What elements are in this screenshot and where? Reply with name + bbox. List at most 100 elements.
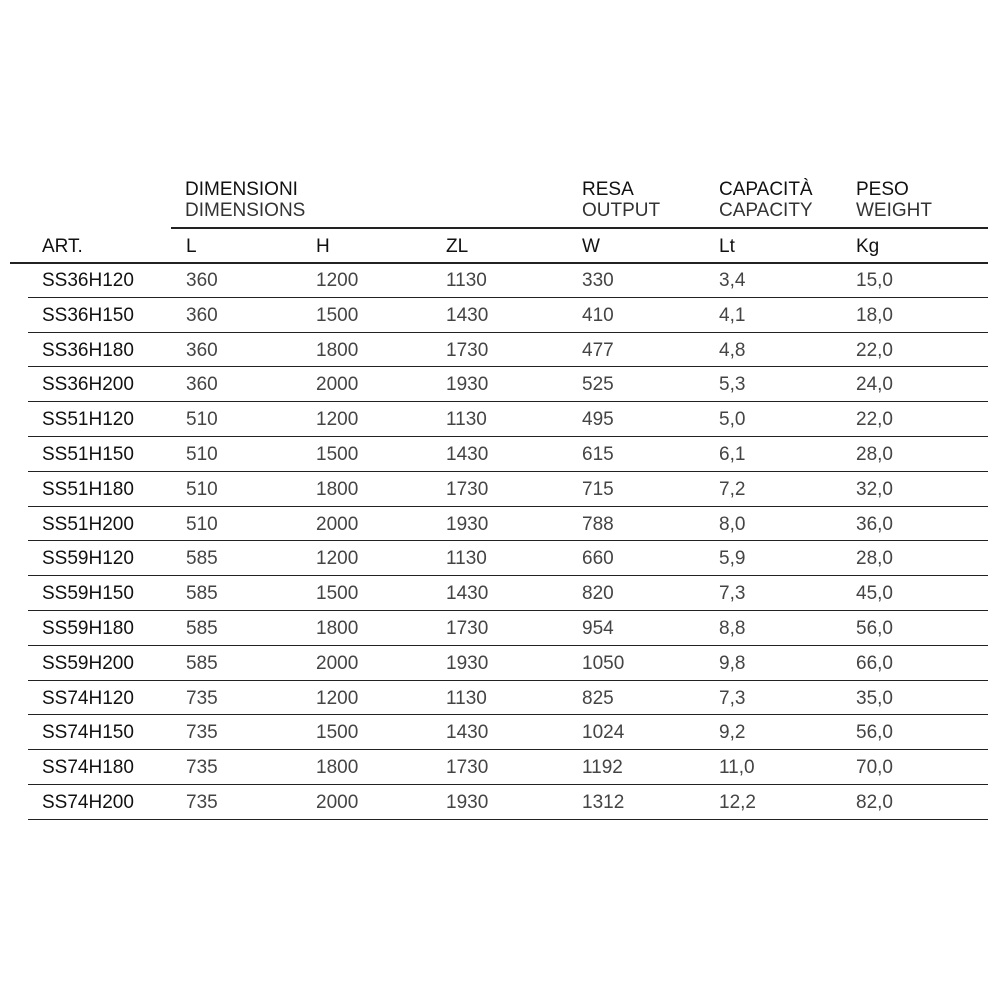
cell-h: 1200 [316,687,359,709]
cell-h: 2000 [316,374,359,396]
cell-w: 820 [582,583,614,605]
cell-w: 410 [582,304,614,326]
cell-w: 477 [582,339,614,361]
cell-h: 2000 [316,513,359,535]
cell-kg: 35,0 [856,687,893,709]
unit-w: W [582,236,600,257]
header-peso: PESO [856,179,909,200]
cell-art: SS74H120 [42,687,134,709]
cell-art: SS59H200 [42,652,134,674]
cell-l: 360 [186,304,218,326]
cell-h: 1800 [316,757,359,779]
cell-kg: 82,0 [856,792,893,813]
cell-kg: 28,0 [856,444,893,465]
cell-zl: 1730 [446,339,489,361]
header-dimensioni: DIMENSIONI [185,179,298,200]
table-row: SS36H150 360 1500 1430 410 4,1 18,0 [28,298,988,333]
cell-zl: 1130 [446,548,487,570]
table-row: SS36H120 360 1200 1130 330 3,4 15,0 [28,263,988,298]
table-row: SS74H200 735 2000 1930 1312 12,2 82,0 [28,785,988,820]
cell-lt: 5,0 [719,409,746,431]
cell-art: SS74H200 [42,792,134,813]
cell-l: 585 [186,652,218,674]
unit-l: L [186,236,197,257]
cell-zl: 1930 [446,792,489,813]
cell-lt: 7,2 [719,478,746,500]
table-row: SS51H180 510 1800 1730 715 7,2 32,0 [28,472,988,507]
cell-w: 1312 [582,792,625,813]
cell-l: 735 [186,757,218,779]
cell-lt: 11,0 [719,757,755,779]
cell-zl: 1930 [446,652,489,674]
cell-kg: 22,0 [856,339,893,361]
cell-kg: 66,0 [856,652,893,674]
cell-h: 2000 [316,652,359,674]
cell-art: SS51H180 [42,478,134,500]
header-resa: RESA [582,179,634,200]
cell-l: 510 [186,513,218,535]
table-row: SS74H180 735 1800 1730 1192 11,0 70,0 [28,750,988,785]
cell-kg: 56,0 [856,722,893,744]
cell-kg: 15,0 [856,270,893,291]
unit-h: H [316,236,330,257]
cell-lt: 3,4 [719,270,746,291]
table-row: SS51H150 510 1500 1430 615 6,1 28,0 [28,437,988,472]
cell-lt: 8,0 [719,513,746,535]
cell-art: SS36H180 [42,339,134,361]
cell-w: 1050 [582,652,625,674]
cell-h: 1500 [316,304,359,326]
cell-kg: 28,0 [856,548,893,570]
cell-art: SS51H200 [42,513,134,535]
cell-h: 1200 [316,409,359,431]
cell-l: 510 [186,409,218,431]
cell-zl: 1730 [446,618,489,639]
cell-h: 1200 [316,270,359,291]
table-row: SS36H180 360 1800 1730 477 4,8 22,0 [28,333,988,368]
cell-kg: 24,0 [856,374,893,396]
cell-l: 360 [186,339,218,361]
header-dimensions: DIMENSIONS [185,200,306,221]
cell-l: 735 [186,792,218,813]
cell-h: 1500 [316,583,359,605]
cell-l: 585 [186,583,218,605]
table-row: SS59H200 585 2000 1930 1050 9,8 66,0 [28,646,988,681]
cell-art: SS51H120 [42,409,134,431]
header-weight: WEIGHT [856,200,932,221]
cell-lt: 4,8 [719,339,746,361]
cell-w: 1192 [582,757,623,779]
cell-w: 495 [582,409,614,431]
cell-zl: 1430 [446,444,489,465]
cell-kg: 45,0 [856,583,893,605]
cell-lt: 8,8 [719,618,746,639]
cell-l: 360 [186,374,218,396]
cell-w: 715 [582,478,614,500]
cell-l: 585 [186,618,218,639]
table-row: SS74H120 735 1200 1130 825 7,3 35,0 [28,681,988,716]
cell-l: 510 [186,478,218,500]
table-row: SS36H200 360 2000 1930 525 5,3 24,0 [28,367,988,403]
cell-kg: 56,0 [856,618,893,639]
table-row: SS74H150 735 1500 1430 1024 9,2 56,0 [28,715,988,751]
cell-w: 660 [582,548,614,570]
cell-h: 1500 [316,722,359,744]
cell-zl: 1930 [446,513,489,535]
cell-lt: 12,2 [719,792,756,813]
header-capacita: CAPACITÀ [719,179,813,200]
cell-art: SS74H150 [42,722,134,744]
cell-h: 1800 [316,618,359,639]
cell-zl: 1730 [446,478,489,500]
cell-zl: 1130 [446,270,487,291]
cell-kg: 70,0 [856,757,893,779]
unit-lt: Lt [719,236,735,257]
cell-art: SS59H120 [42,548,134,570]
cell-kg: 32,0 [856,478,893,500]
cell-art: SS36H150 [42,304,134,326]
cell-h: 2000 [316,792,359,813]
cell-zl: 1130 [446,409,487,431]
cell-w: 825 [582,687,614,709]
cell-zl: 1430 [446,722,489,744]
cell-art: SS51H150 [42,444,134,465]
header-output: OUTPUT [582,200,661,221]
cell-h: 1200 [316,548,359,570]
cell-lt: 5,3 [719,374,746,396]
